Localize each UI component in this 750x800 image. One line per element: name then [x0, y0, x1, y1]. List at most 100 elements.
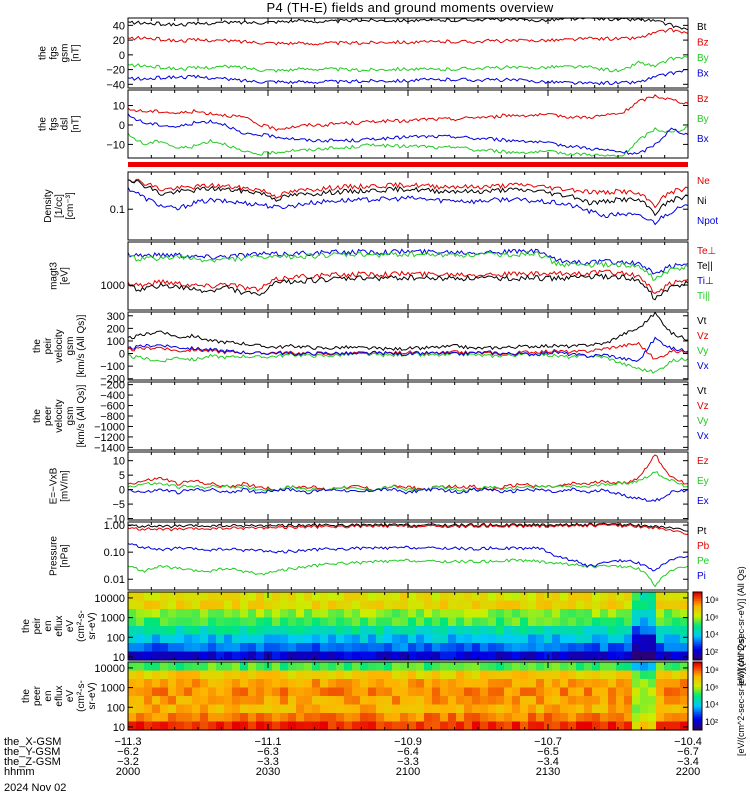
spectrogram-cell: [368, 600, 377, 610]
spectrogram-cell: [536, 696, 545, 706]
spectrogram-cell: [128, 704, 137, 714]
spectrogram-cell: [200, 670, 209, 680]
spectrogram-cell: [576, 651, 585, 661]
spectrogram-cell: [376, 626, 385, 636]
spectrogram-cell: [272, 634, 281, 644]
spectrogram-cell: [320, 687, 329, 697]
spectrogram-cell: [432, 704, 441, 714]
spectrogram-cell: [232, 617, 241, 627]
spectrogram-cell: [216, 696, 225, 706]
legend-label: Pb: [697, 541, 710, 552]
panel-peer_spectrogram: 10⁸ 10⁶ 10⁴ 10² [eV/(cm^2-sec-sr-eV)] (All Q…: [21, 636, 746, 756]
spectrogram-cell: [464, 600, 473, 610]
spectrogram-cell: [264, 679, 273, 689]
y-axis-label-line: magt3: [49, 262, 60, 290]
axis-row-value: −6.4: [397, 746, 419, 758]
colorbar-cell: [693, 655, 702, 659]
spectrogram-cell: [648, 617, 657, 627]
spectrogram-cell: [464, 670, 473, 680]
spectrogram-cell: [592, 634, 601, 644]
spectrogram-cell: [264, 670, 273, 680]
spectrogram-cell: [360, 626, 369, 636]
spectrogram-cell: [240, 609, 249, 619]
spectrogram-cell: [496, 634, 505, 644]
colorbar-cell: [693, 603, 702, 607]
spectrogram-cell: [456, 609, 465, 619]
spectrogram-cell: [472, 643, 481, 653]
spectrogram-cell: [312, 634, 321, 644]
y-tick-label: 0: [119, 349, 125, 361]
spectrogram-cell: [128, 643, 137, 653]
spectrogram-cell: [616, 592, 625, 602]
spectrogram-cell: [336, 609, 345, 619]
axis-row-value: 2000: [116, 766, 140, 778]
spectrogram-cell: [400, 609, 409, 619]
spectrogram-cell: [288, 634, 297, 644]
spectrogram-cell: [168, 679, 177, 689]
spectrogram-cell: [608, 670, 617, 680]
spectrogram-cell: [504, 679, 513, 689]
spectrogram-cell: [368, 713, 377, 723]
spectrogram-cell: [672, 600, 681, 610]
spectrogram-cell: [232, 670, 241, 680]
series-line-ez: [127, 454, 688, 492]
panel-fgs_gsm: Bt Bz By Bx 40 20 0 −20 −40 the fgs gsm [nT]: [38, 17, 709, 91]
spectrogram-cell: [176, 704, 185, 714]
legend-label: Ey: [697, 476, 709, 487]
colorbar-cell: [693, 619, 702, 622]
spectrogram-cell: [200, 713, 209, 723]
spectrogram-cell: [168, 704, 177, 714]
spectrogram-cell: [504, 662, 513, 672]
spectrogram-cell: [176, 643, 185, 653]
spectrogram-cell: [176, 662, 185, 672]
spectrogram-cell: [520, 643, 529, 653]
spectrogram-cell: [608, 651, 617, 661]
spectrogram-cell: [160, 687, 169, 697]
spectrogram-cell: [512, 713, 521, 723]
spectrogram-cell: [592, 643, 601, 653]
spectrogram-cell: [328, 687, 337, 697]
spectrogram-cell: [208, 634, 217, 644]
spectrogram-cell: [424, 626, 433, 636]
spectrogram-cell: [632, 609, 641, 619]
spectrogram-cell: [424, 617, 433, 627]
spectrogram-cell: [504, 592, 513, 602]
spectrogram-cell: [568, 670, 577, 680]
spectrogram-cell: [504, 600, 513, 610]
spectrogram-cell: [192, 626, 201, 636]
spectrogram-cell: [448, 609, 457, 619]
colorbar-cell: [693, 671, 702, 674]
colorbar-cell: [693, 610, 702, 613]
panel-density: Ne Ni Npot 0.1 Density [1/cc] [cm⁻³]: [43, 171, 718, 241]
spectrogram-cell: [368, 609, 377, 619]
spectrogram-cell: [528, 687, 537, 697]
spectrogram-cell: [344, 721, 353, 731]
spectrogram-cell: [376, 592, 385, 602]
spectrogram-cell: [560, 662, 569, 672]
colorbar-cell: [693, 596, 702, 600]
spectrogram-cell: [288, 592, 297, 602]
colorbar-cell: [693, 641, 702, 645]
colorbar-cell: [693, 592, 702, 595]
spectrogram-cell: [256, 643, 265, 653]
spectrogram-cell: [368, 670, 377, 680]
spectrogram-cell: [592, 670, 601, 680]
spectrogram-cell: [208, 643, 217, 653]
spectrogram-cell: [440, 670, 449, 680]
spectrogram-cell: [256, 713, 265, 723]
spectrogram-cell: [192, 634, 201, 644]
spectrogram-cell: [184, 617, 193, 627]
spectrogram-cell: [664, 696, 673, 706]
spectrogram-cell: [440, 626, 449, 636]
spectrogram-cell: [488, 600, 497, 610]
spectrogram-cell: [584, 592, 593, 602]
spectrogram-cell: [600, 687, 609, 697]
spectrogram-cell: [648, 713, 657, 723]
spectrogram-cell: [632, 704, 641, 714]
spectrogram-cell: [352, 662, 361, 672]
spectrogram-cell: [184, 670, 193, 680]
spectrogram-cell: [640, 626, 649, 636]
spectrogram-cell: [336, 662, 345, 672]
spectrogram-cell: [616, 634, 625, 644]
spectrogram-cell: [440, 696, 449, 706]
